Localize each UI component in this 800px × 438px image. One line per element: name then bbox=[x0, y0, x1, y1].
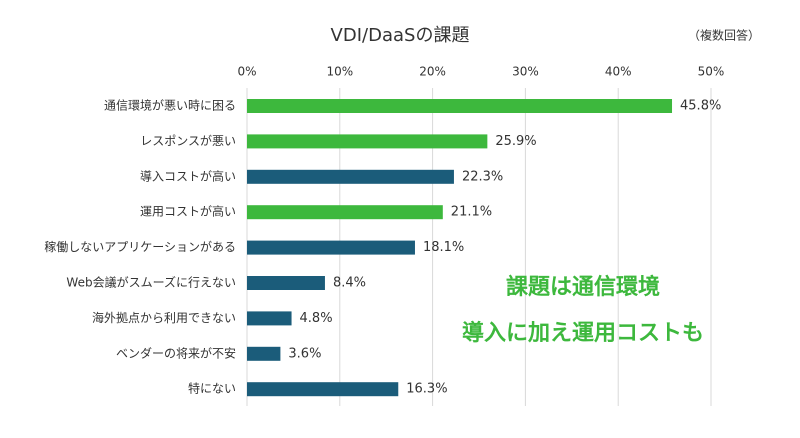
category-label: 導入コストが高い bbox=[140, 168, 236, 183]
category-label: 海外拠点から利用できない bbox=[92, 310, 236, 325]
value-label: 21.1% bbox=[451, 205, 492, 220]
bar bbox=[247, 311, 292, 326]
category-label: レスポンスが悪い bbox=[140, 133, 236, 148]
annotation: 課題は通信環境 bbox=[506, 274, 660, 300]
category-label: 通信環境が悪い時に困る bbox=[104, 98, 236, 113]
bar bbox=[247, 99, 673, 113]
chart-title: VDI/DaaSの課題 bbox=[331, 25, 470, 46]
bar bbox=[247, 205, 443, 220]
category-label: 特にない bbox=[188, 381, 236, 396]
value-label: 4.8% bbox=[300, 311, 333, 326]
x-tick-label: 10% bbox=[326, 65, 353, 79]
x-tick-label: 30% bbox=[512, 65, 539, 79]
note: （複数回答） bbox=[688, 28, 760, 43]
bar bbox=[247, 240, 415, 255]
value-label: 18.1% bbox=[423, 240, 464, 255]
bar bbox=[247, 346, 281, 361]
bar bbox=[247, 169, 454, 184]
value-label: 3.6% bbox=[288, 346, 321, 361]
value-label: 8.4% bbox=[333, 276, 366, 291]
value-label: 16.3% bbox=[406, 382, 447, 397]
x-tick-label: 20% bbox=[419, 65, 446, 79]
x-tick-label: 40% bbox=[605, 65, 632, 79]
value-label: 22.3% bbox=[462, 169, 503, 184]
bar bbox=[247, 382, 399, 397]
bar bbox=[247, 134, 488, 149]
category-label: 稼働しないアプリケーションがある bbox=[44, 239, 236, 254]
annotation: 導入に加え運用コストも bbox=[462, 320, 704, 346]
category-label: Web会議がスムーズに行えない bbox=[66, 275, 236, 290]
value-label: 25.9% bbox=[495, 134, 536, 149]
bar bbox=[247, 276, 325, 290]
x-tick-label: 0% bbox=[237, 65, 256, 79]
x-tick-label: 50% bbox=[698, 65, 725, 79]
value-label: 45.8% bbox=[680, 99, 721, 114]
category-label: ベンダーの将来が不安 bbox=[116, 345, 236, 360]
category-label: 運用コストが高い bbox=[140, 204, 236, 219]
